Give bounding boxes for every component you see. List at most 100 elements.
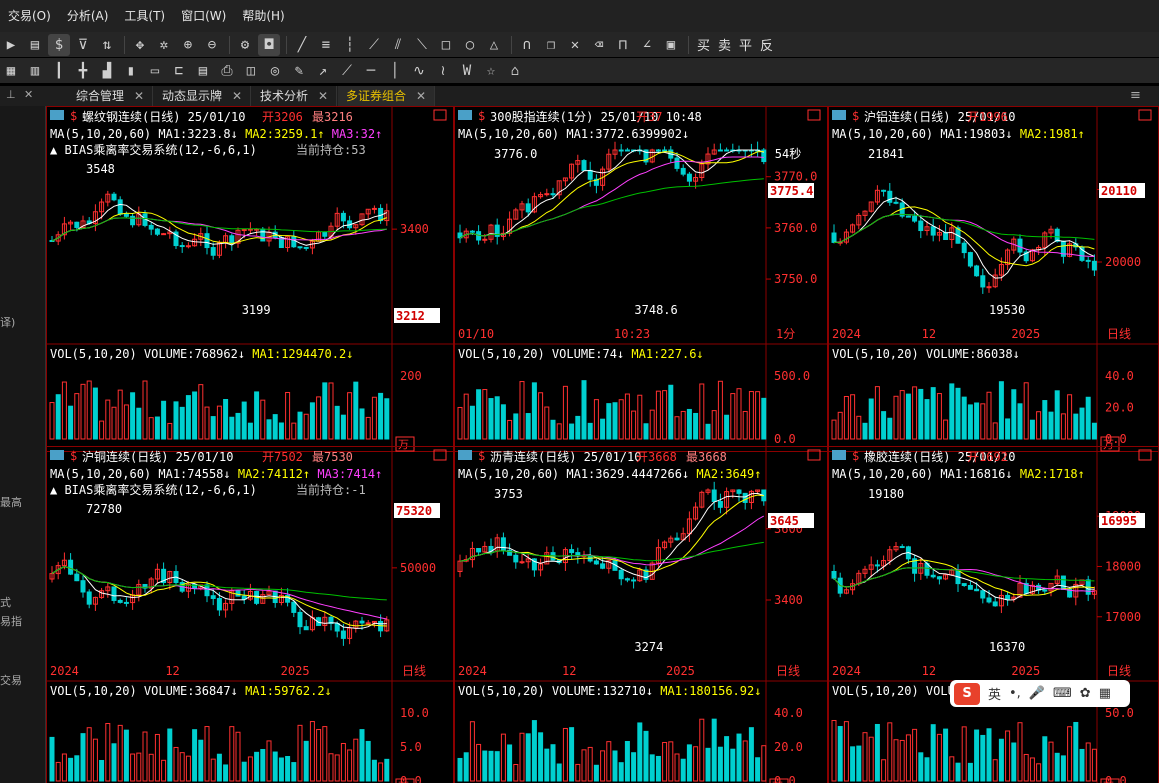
- ma-line: [459, 541, 764, 562]
- fib-icon[interactable]: ⟍: [417, 36, 427, 53]
- move-icon[interactable]: ✥: [135, 36, 145, 53]
- candle: [874, 189, 880, 203]
- circle-icon[interactable]: ○: [465, 36, 475, 53]
- parallel-icon[interactable]: ⫽: [394, 36, 402, 53]
- trash-icon[interactable]: ⌫: [594, 36, 604, 53]
- x-tick-label: 12: [165, 664, 179, 678]
- delete-icon[interactable]: ✕: [570, 36, 580, 53]
- volume-bar: [943, 419, 949, 440]
- filter-icon[interactable]: ⊽: [77, 36, 89, 53]
- menu-help[interactable]: 帮助(H): [242, 9, 285, 23]
- reverse-button[interactable]: 反: [760, 39, 774, 54]
- price-annotation: 3753: [494, 487, 523, 501]
- chart-icon[interactable]: ▟: [102, 62, 112, 79]
- ime-toolbar[interactable]: S 英 •, 🎤 ⌨ ✿ ▦: [950, 680, 1130, 707]
- dollar-icon[interactable]: $: [48, 33, 70, 56]
- pencil-icon[interactable]: ✎: [294, 62, 304, 79]
- keyboard-icon[interactable]: ⌨: [1053, 686, 1072, 701]
- volume-bar: [893, 395, 899, 440]
- x-tick-label: 2024: [832, 327, 861, 341]
- mouse-icon[interactable]: ◘: [258, 33, 280, 56]
- price-annotation: 19530: [989, 303, 1025, 317]
- zoom-in-icon[interactable]: ⊕: [183, 36, 193, 53]
- sort-icon[interactable]: ⇅: [102, 36, 112, 53]
- buy-button[interactable]: 买: [697, 39, 711, 54]
- volume-bar: [918, 752, 924, 782]
- tab-overview[interactable]: 综合管理 ✕: [68, 86, 154, 106]
- layout-icon[interactable]: ▥: [30, 62, 40, 79]
- tab-dynamic-board[interactable]: 动态显示牌 ✕: [154, 86, 252, 106]
- multi-chart-area[interactable]: $ 螺纹钢连续(日线) 25/01/10 开3206 最3216 MA(5,10,20,…: [46, 106, 1159, 783]
- close-icon[interactable]: ✕: [24, 88, 34, 101]
- tab-technical[interactable]: 技术分析 ✕: [252, 86, 338, 106]
- gear-icon[interactable]: ⚙: [240, 36, 250, 53]
- angle-icon[interactable]: ∠: [642, 36, 652, 53]
- volume-bar: [80, 733, 86, 782]
- volume-bar: [912, 386, 918, 440]
- document-icon[interactable]: ▤: [30, 36, 40, 53]
- lock-icon[interactable]: ⊓: [618, 36, 628, 53]
- candle: [569, 163, 575, 179]
- play-icon[interactable]: ▶: [6, 36, 16, 53]
- pin-icon[interactable]: ⊥: [6, 88, 16, 101]
- candle: [881, 560, 887, 567]
- mw-icon[interactable]: W: [462, 62, 472, 79]
- skin-icon[interactable]: ✿: [1079, 686, 1091, 701]
- folder-icon[interactable]: ⊏: [174, 62, 184, 79]
- volume-bar: [998, 381, 1004, 440]
- sell-button[interactable]: 卖: [718, 39, 732, 54]
- left-panel-item[interactable]: 式: [0, 596, 11, 609]
- zoom-out-icon[interactable]: ⊖: [207, 36, 217, 53]
- menu-analysis[interactable]: 分析(A): [66, 9, 109, 23]
- punctuation-icon[interactable]: •,: [1009, 686, 1021, 701]
- bar-icon[interactable]: ┃: [54, 62, 64, 79]
- line-tool-icon[interactable]: ╱: [297, 36, 307, 53]
- candle: [862, 210, 868, 216]
- triangle-icon[interactable]: △: [489, 36, 499, 53]
- volume-bar: [99, 759, 105, 782]
- text-lines-icon[interactable]: ≡: [321, 36, 331, 53]
- save-icon[interactable]: ▣: [666, 36, 676, 53]
- cross-icon[interactable]: ✲: [159, 36, 169, 53]
- volume-bar: [179, 406, 185, 440]
- candle-icon[interactable]: ╋: [78, 62, 88, 79]
- grid-icon[interactable]: ▦: [6, 62, 16, 79]
- menu-icon[interactable]: ≡: [1130, 88, 1141, 103]
- report-icon[interactable]: ▤: [198, 62, 208, 79]
- magnet-icon[interactable]: ∩: [522, 36, 532, 53]
- menu-window[interactable]: 窗口(W): [181, 9, 227, 23]
- search-icon[interactable]: ◎: [270, 62, 280, 79]
- star-icon[interactable]: ☆: [486, 62, 496, 79]
- left-panel-item[interactable]: 译): [0, 316, 16, 329]
- candle: [507, 549, 513, 556]
- candle: [173, 231, 179, 247]
- segment-icon[interactable]: ⟋: [342, 62, 352, 79]
- left-panel-item[interactable]: 最高: [0, 496, 22, 509]
- close-position-button[interactable]: 平: [739, 39, 753, 54]
- vline-icon[interactable]: │: [390, 62, 400, 79]
- volume-icon[interactable]: ▮: [126, 62, 136, 79]
- arrow-line-icon[interactable]: ↗: [318, 62, 328, 79]
- hline-icon[interactable]: ─: [366, 62, 376, 79]
- apps-icon[interactable]: ▦: [1098, 686, 1111, 701]
- rect-icon[interactable]: □: [441, 36, 451, 53]
- left-panel-item[interactable]: 交易: [0, 674, 22, 687]
- vertical-lines-icon[interactable]: ┆: [345, 36, 355, 53]
- ime-language[interactable]: 英: [988, 688, 1002, 703]
- zigzag-icon[interactable]: ≀: [440, 62, 446, 79]
- menu-tools[interactable]: 工具(T): [124, 9, 166, 23]
- wave-icon[interactable]: ∿: [413, 62, 425, 79]
- volume-bar: [136, 407, 142, 440]
- fan-icon[interactable]: ⟋: [369, 36, 379, 53]
- print-icon[interactable]: ⎙: [221, 62, 233, 79]
- left-panel-item[interactable]: 易指: [0, 615, 22, 628]
- microphone-icon[interactable]: 🎤: [1028, 686, 1046, 701]
- candle: [105, 586, 111, 592]
- menu-trade[interactable]: 交易(O): [8, 9, 51, 23]
- tag-icon[interactable]: ⌂: [510, 62, 520, 79]
- copy-icon[interactable]: ❐: [546, 36, 556, 53]
- volume-bar: [693, 746, 699, 782]
- tab-multi-security[interactable]: 多证券组合 ✕: [338, 86, 436, 106]
- picture-icon[interactable]: ◫: [246, 62, 256, 79]
- calendar-icon[interactable]: ▭: [150, 62, 160, 79]
